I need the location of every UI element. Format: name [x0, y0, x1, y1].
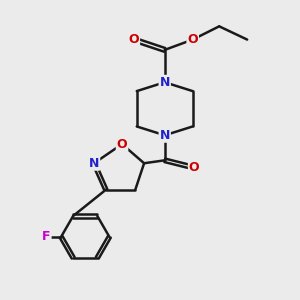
Text: O: O	[117, 138, 127, 151]
Text: O: O	[188, 33, 198, 46]
Text: N: N	[89, 157, 99, 170]
Text: F: F	[42, 230, 51, 243]
Text: O: O	[189, 161, 200, 174]
Text: N: N	[160, 129, 170, 142]
Text: N: N	[160, 76, 170, 89]
Text: O: O	[128, 33, 139, 46]
